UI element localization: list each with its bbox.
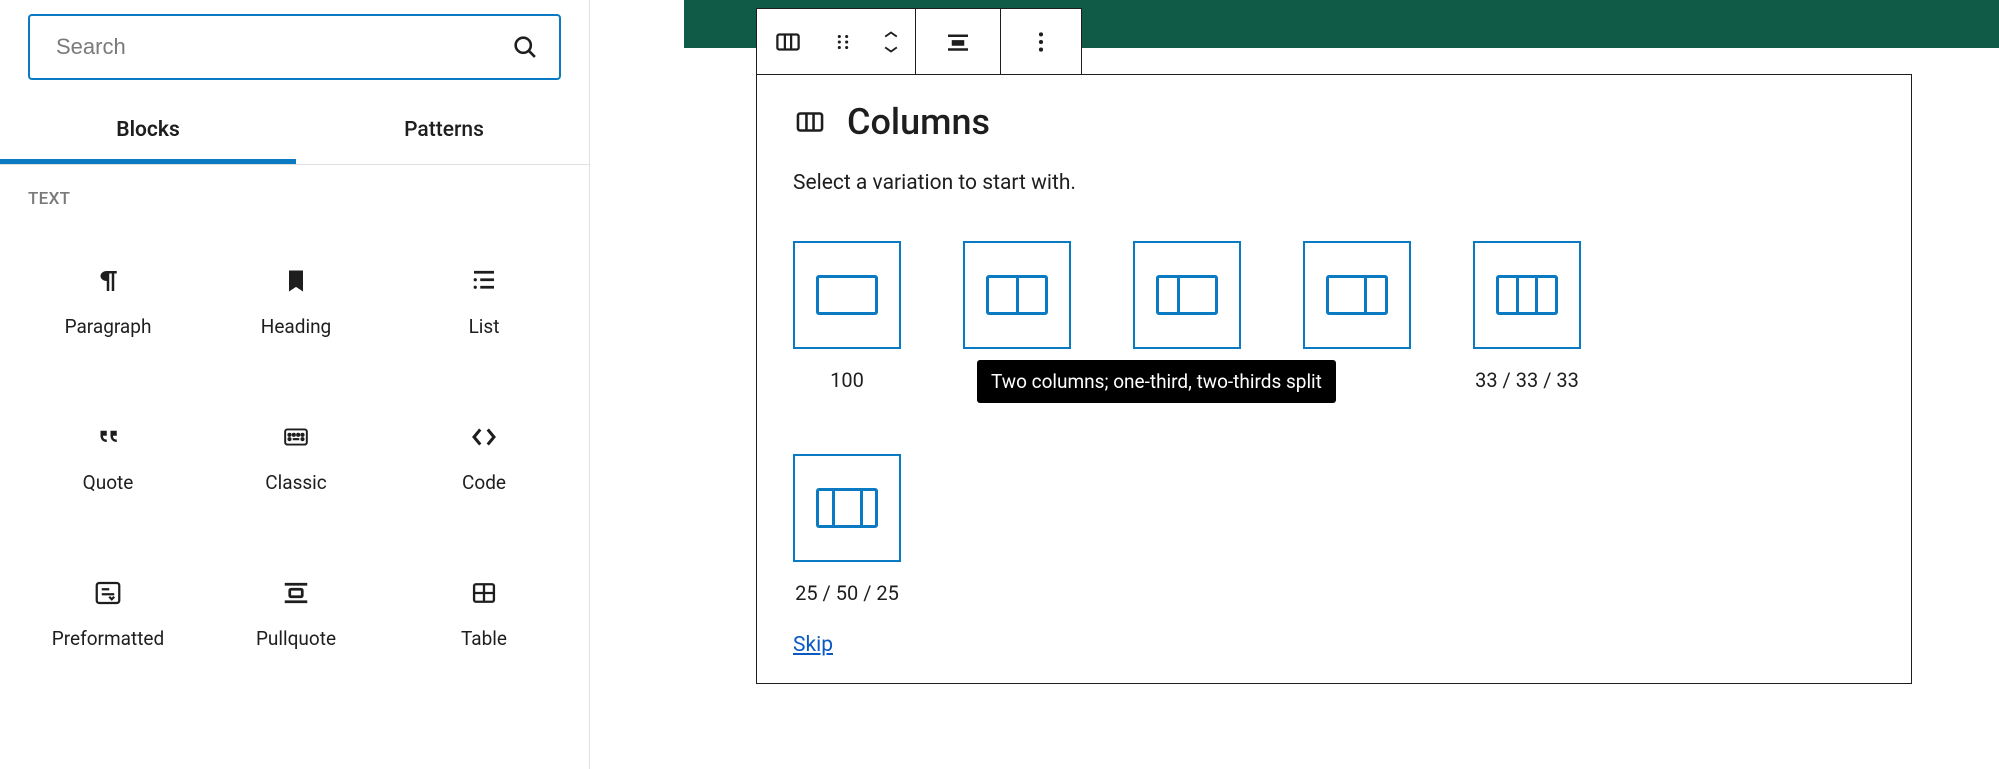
- block-item-code[interactable]: Code: [390, 393, 578, 519]
- block-item-preformatted[interactable]: Preformatted: [14, 549, 202, 675]
- variation-glyph: [816, 488, 878, 528]
- search-input[interactable]: [54, 33, 511, 61]
- variation-glyph: [1156, 275, 1218, 315]
- block-item-pullquote[interactable]: Pullquote: [202, 549, 390, 675]
- toolbar-mover[interactable]: [867, 9, 915, 75]
- blocks-grid: Paragraph Heading List Quote Classic Code Pref…: [0, 209, 589, 675]
- block-item-label: Classic: [265, 471, 327, 494]
- tab-blocks-label: Blocks: [116, 118, 180, 142]
- list-icon: [469, 257, 499, 305]
- variation-glyph: [1496, 275, 1558, 315]
- variation-glyph: [986, 275, 1048, 315]
- keyboard-icon: [277, 413, 315, 461]
- table-icon: [470, 569, 498, 617]
- block-item-label: Preformatted: [52, 627, 164, 650]
- variation-box: [1303, 241, 1411, 349]
- variation-label: 33 / 33 / 33: [1475, 368, 1579, 392]
- pullquote-icon: [280, 569, 312, 617]
- toolbar-more-button[interactable]: [1001, 9, 1081, 75]
- block-item-label: Table: [461, 627, 507, 650]
- quote-icon: [93, 413, 123, 461]
- variation-v100[interactable]: 100: [793, 241, 901, 392]
- variation-label: 25 / 50 / 25: [795, 581, 899, 605]
- block-item-classic[interactable]: Classic: [202, 393, 390, 519]
- search-field[interactable]: [28, 14, 561, 80]
- skip-link[interactable]: Skip: [793, 633, 833, 657]
- section-label-text: TEXT: [0, 165, 589, 209]
- code-icon: [467, 413, 501, 461]
- toolbar-align-button[interactable]: [916, 9, 1000, 75]
- pilcrow-icon: [93, 257, 123, 305]
- variation-box: [1133, 241, 1241, 349]
- block-item-label: Quote: [83, 471, 134, 494]
- search-icon: [511, 33, 539, 61]
- block-item-list[interactable]: List: [390, 237, 578, 363]
- block-item-label: Code: [462, 471, 506, 494]
- block-item-quote[interactable]: Quote: [14, 393, 202, 519]
- variation-v25-50-25[interactable]: 25 / 50 / 25: [793, 454, 901, 605]
- block-item-label: List: [469, 315, 500, 338]
- bookmark-icon: [282, 257, 310, 305]
- toolbar-drag-handle[interactable]: [819, 9, 867, 75]
- variation-box: [793, 454, 901, 562]
- variation-picker: 10050 / 5030 / 7070 / 3033 / 33 / 3325 /…: [793, 241, 1613, 605]
- block-item-table[interactable]: Table: [390, 549, 578, 675]
- block-inserter-sidebar: Blocks Patterns TEXT Paragraph Heading Lis…: [0, 0, 590, 769]
- panel-title: Columns: [847, 101, 990, 143]
- preformatted-icon: [93, 569, 123, 617]
- block-item-heading[interactable]: Heading: [202, 237, 390, 363]
- columns-placeholder-panel: Columns Select a variation to start with…: [756, 74, 1912, 684]
- variation-glyph: [1326, 275, 1388, 315]
- toolbar-block-type-button[interactable]: [757, 9, 819, 75]
- block-item-label: Paragraph: [65, 315, 152, 338]
- editor-main: Columns Select a variation to start with…: [590, 0, 1999, 769]
- variation-tooltip: Two columns; one-third, two-thirds split: [977, 360, 1336, 403]
- tab-blocks[interactable]: Blocks: [0, 98, 296, 164]
- block-item-label: Heading: [261, 315, 331, 338]
- columns-icon: [793, 105, 827, 139]
- panel-subtitle: Select a variation to start with.: [793, 171, 1875, 195]
- block-toolbar: [756, 8, 1082, 76]
- variation-box: [793, 241, 901, 349]
- variation-box: [1473, 241, 1581, 349]
- variation-label: 100: [830, 368, 864, 392]
- block-item-paragraph[interactable]: Paragraph: [14, 237, 202, 363]
- variation-box: [963, 241, 1071, 349]
- inserter-tabs: Blocks Patterns: [0, 98, 589, 164]
- tab-patterns-label: Patterns: [404, 118, 484, 142]
- tab-patterns[interactable]: Patterns: [296, 98, 592, 164]
- variation-glyph: [816, 275, 878, 315]
- block-item-label: Pullquote: [256, 627, 336, 650]
- variation-v33-33-33[interactable]: 33 / 33 / 33: [1473, 241, 1581, 392]
